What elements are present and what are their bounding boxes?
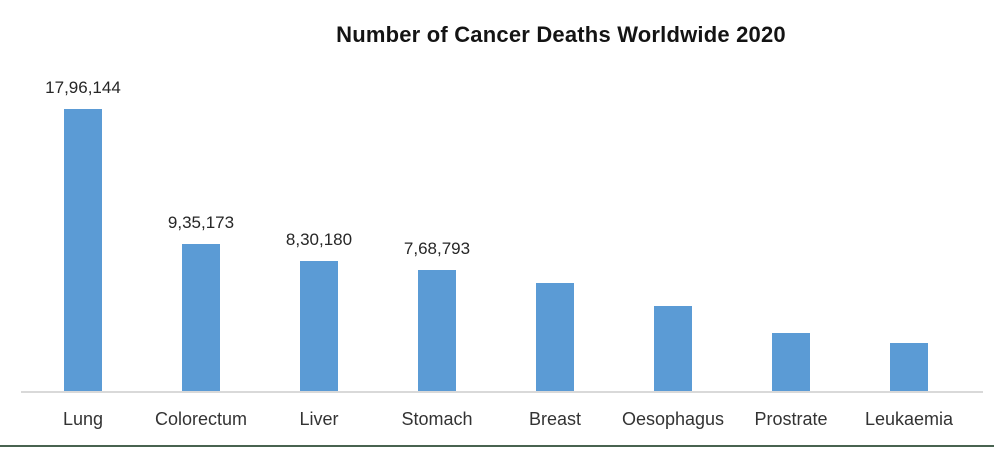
x-axis-tick-label: Lung (62, 409, 104, 429)
bar (890, 343, 928, 391)
bar (300, 261, 338, 391)
bar-value-label: 9,35,173 (167, 213, 235, 232)
x-axis-tick-label: Breast (528, 409, 582, 429)
x-axis-line (21, 391, 983, 393)
bar (772, 333, 810, 391)
bar (64, 109, 102, 391)
x-axis-tick-label: Leukaemia (864, 409, 954, 429)
x-axis-tick-label: Colorectum (154, 409, 248, 429)
bar-value-label: 17,96,144 (45, 78, 121, 97)
chart-title: Number of Cancer Deaths Worldwide 2020 (336, 22, 786, 47)
bar (654, 306, 692, 391)
x-axis-tick-label: Stomach (401, 409, 473, 429)
bar-value-label: 8,30,180 (285, 230, 353, 249)
bar (418, 270, 456, 391)
x-axis-tick-label: Oesophagus (621, 409, 725, 429)
bar (182, 244, 220, 391)
bar-value-label: 7,68,793 (403, 239, 471, 258)
x-axis-tick-label: Prostrate (754, 409, 828, 429)
bar (536, 283, 574, 391)
x-axis-tick-label: Liver (299, 409, 339, 429)
bottom-border (0, 445, 994, 447)
